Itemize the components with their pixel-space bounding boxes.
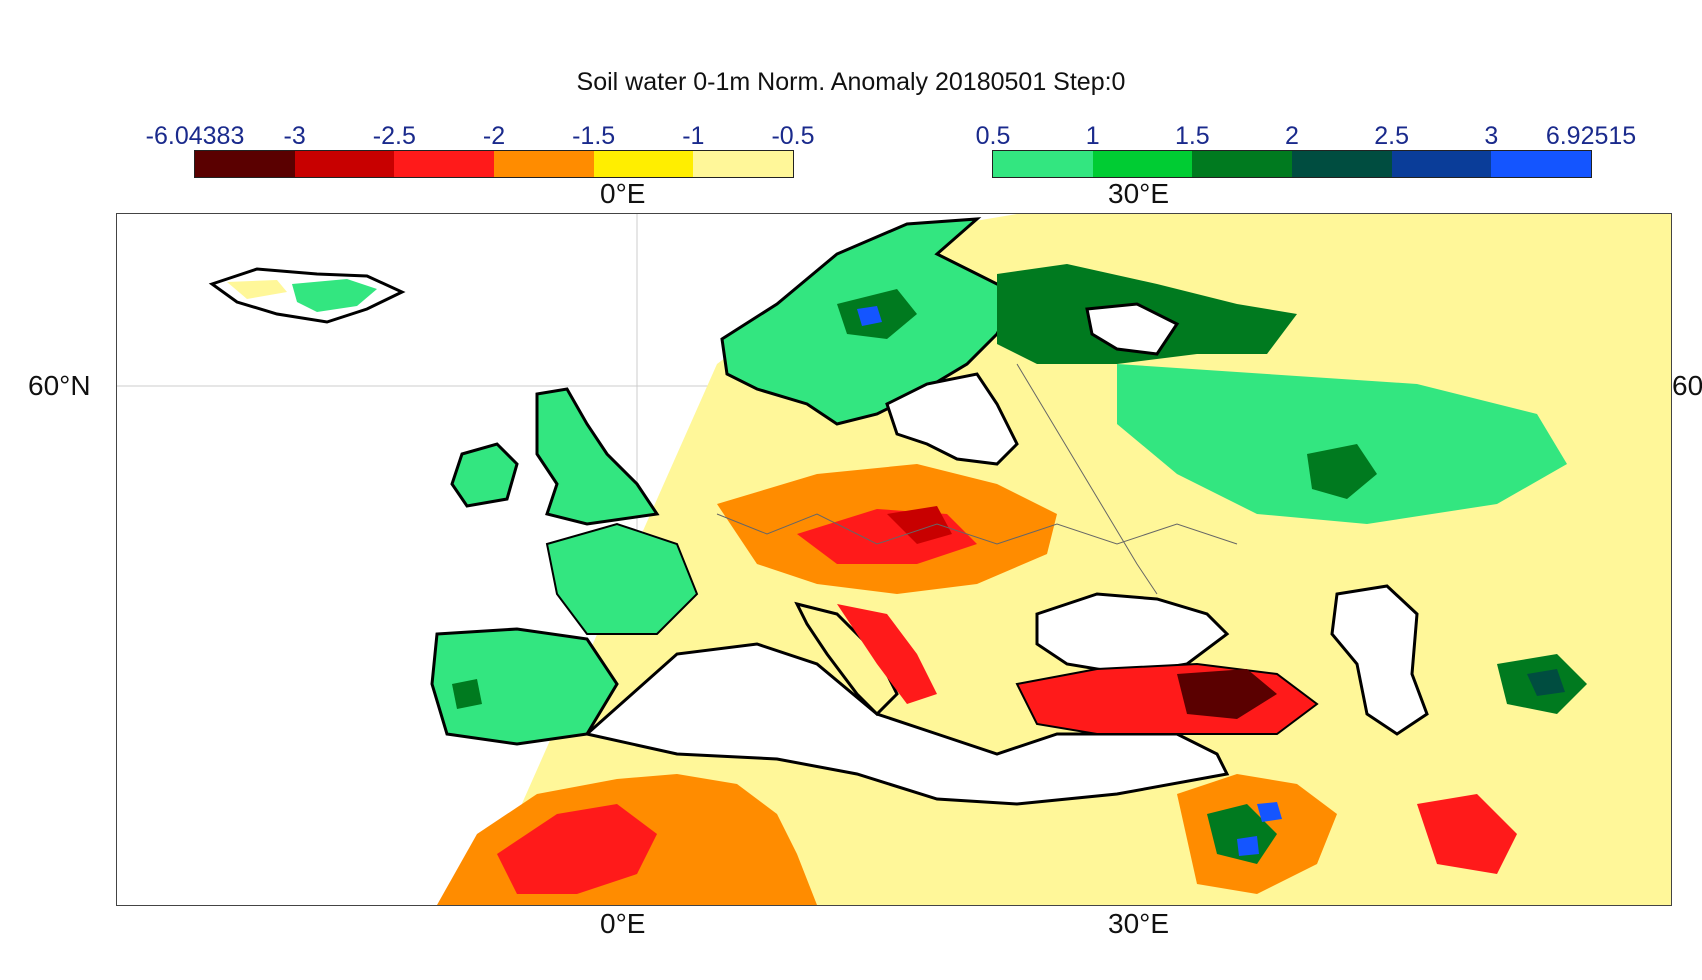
top-lon-label-30: 30°E: [1108, 178, 1170, 209]
colorbar-negative-tick-label: -2.5: [372, 122, 416, 150]
white-sea: [1085, 302, 1180, 356]
colorbar-negative-tick-label: -2: [482, 122, 506, 150]
chart-title: Soil water 0-1m Norm. Anomaly 20180501 S…: [576, 68, 1126, 96]
middle-east-blue-2: [1237, 836, 1259, 856]
colorbar-negative-tick-label: -0.5: [771, 122, 815, 150]
iceland-wet-anomaly: [292, 279, 377, 312]
colorbar-negative-segment-0: [195, 151, 295, 177]
colorbar-positive-segment-2: [1192, 151, 1293, 177]
border-lines: [716, 513, 1238, 545]
colorbar-negative-tick-label: -1: [682, 122, 705, 150]
baltic-sea: [885, 372, 1019, 466]
colorbar-positive-segment-0: [993, 151, 1093, 177]
colorbar-positive-tick-label: 2: [1285, 122, 1299, 150]
colorbar-positive-segment-4: [1391, 151, 1492, 177]
middle-east-wet-patch: [1207, 804, 1277, 864]
colorbar-negative-segment-2: [394, 151, 495, 177]
colorbar-positive-segment-5: [1491, 151, 1592, 177]
iceland-dry-anomaly: [227, 280, 287, 299]
france-landmass-wet: [545, 522, 699, 635]
east-dryland: [1367, 754, 1671, 905]
right-lat-label-60: 60: [1672, 370, 1702, 401]
caspian-east-blue: [1527, 669, 1565, 696]
colorbar-positive-tick-label: 6.92515: [1545, 122, 1637, 150]
colorbar-positive-segment-1: [1092, 151, 1193, 177]
top-lon-label-0: 0°E: [600, 178, 646, 209]
great-britain-landmass: [535, 387, 660, 526]
bottom-lon-label-0: 0°E: [600, 908, 646, 939]
caspian-sea: [1330, 584, 1429, 736]
east-red-core: [1417, 794, 1517, 874]
balkans-red: [837, 604, 937, 704]
colorbar-negative: [194, 150, 794, 178]
border-lines-2: [1016, 363, 1158, 595]
colorbar-positive-tick-label: 1: [1085, 122, 1100, 150]
colorbar-negative-tick-label: -1.5: [572, 122, 616, 150]
colorbar-positive: [992, 150, 1592, 178]
colorbar-negative-segment-3: [494, 151, 594, 177]
middle-east-blue-1: [1257, 802, 1282, 822]
italy-landmass: [794, 601, 899, 717]
bottom-lon-label-30: 30°E: [1108, 908, 1170, 939]
russia-dark-wet: [1307, 444, 1377, 499]
colorbar-negative-tick-label: -3: [283, 122, 306, 150]
left-lat-label-60N: 60°N: [28, 370, 91, 401]
ireland-landmass: [450, 442, 519, 508]
russia-wet-region: [1117, 364, 1567, 524]
colorbar-positive-tick-label: 1.5: [1174, 122, 1210, 150]
north-africa-red: [497, 804, 657, 894]
iberia-dark-wet: [452, 679, 482, 709]
colorbar-negative-segment-1: [294, 151, 395, 177]
colorbar-negative-segment-4: [593, 151, 694, 177]
colorbar-positive-tick-label: 2.5: [1374, 122, 1410, 150]
colorbar-positive-tick-label: 0.5: [975, 122, 1011, 150]
colorbar-positive-tick-label: 3: [1484, 122, 1499, 150]
black-sea: [1035, 592, 1230, 676]
anomaly-map: [116, 213, 1672, 906]
central-europe-darkred: [887, 506, 952, 544]
scandinavia-blue-spot: [857, 306, 882, 326]
turkey-darkred-core: [1177, 669, 1277, 719]
colorbar-positive-segment-3: [1292, 151, 1392, 177]
colorbar-negative-segment-5: [693, 151, 794, 177]
colorbar-negative-tick-label: -6.04383: [145, 122, 245, 150]
